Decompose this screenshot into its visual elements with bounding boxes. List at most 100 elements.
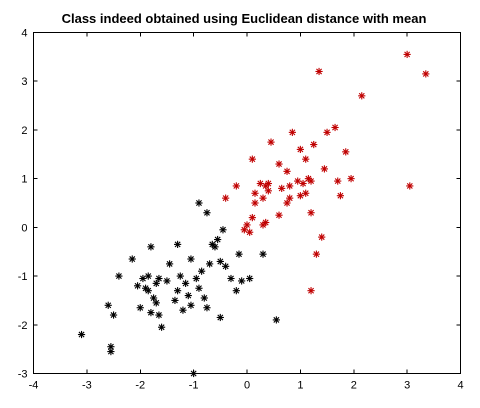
data-point bbox=[278, 184, 286, 192]
data-point bbox=[286, 182, 294, 190]
x-tick-label: 4 bbox=[457, 380, 463, 392]
series-1 bbox=[77, 199, 280, 378]
data-point bbox=[203, 209, 211, 217]
data-point bbox=[109, 311, 118, 319]
data-point bbox=[334, 177, 342, 185]
y-tick-label: -3 bbox=[18, 369, 28, 381]
data-point bbox=[272, 316, 280, 324]
data-point bbox=[203, 304, 211, 312]
data-point bbox=[195, 284, 203, 292]
data-point bbox=[171, 296, 179, 305]
data-point bbox=[182, 279, 190, 287]
data-point bbox=[179, 306, 187, 314]
data-point bbox=[198, 267, 206, 275]
data-point bbox=[422, 70, 430, 78]
data-point bbox=[195, 199, 203, 207]
plot-area-frame bbox=[33, 32, 461, 374]
data-point bbox=[147, 243, 155, 251]
data-point bbox=[307, 209, 315, 217]
data-point bbox=[158, 323, 166, 331]
data-point bbox=[139, 274, 147, 283]
data-point bbox=[312, 250, 320, 258]
data-point bbox=[315, 67, 323, 76]
data-point bbox=[107, 343, 115, 351]
data-point bbox=[248, 214, 256, 222]
data-point bbox=[166, 260, 174, 268]
data-point bbox=[358, 92, 366, 100]
data-point bbox=[219, 226, 227, 234]
y-axis: -3 -2 -1 0 1 2 3 4 bbox=[18, 28, 461, 381]
data-point bbox=[307, 287, 315, 295]
data-point bbox=[144, 287, 152, 295]
data-point bbox=[264, 187, 272, 195]
data-point bbox=[259, 194, 267, 202]
series-2 bbox=[222, 50, 430, 295]
x-tick-label: 0 bbox=[244, 380, 250, 392]
data-point bbox=[275, 160, 283, 168]
data-points bbox=[77, 50, 430, 378]
x-tick-label: 1 bbox=[297, 380, 303, 392]
data-point bbox=[323, 128, 331, 136]
data-point bbox=[211, 243, 219, 251]
data-point bbox=[310, 140, 318, 149]
data-point bbox=[302, 155, 310, 163]
data-point bbox=[152, 299, 160, 307]
y-tick-label: 1 bbox=[21, 174, 27, 186]
data-point bbox=[190, 369, 198, 378]
data-point bbox=[174, 287, 182, 295]
data-point bbox=[256, 179, 264, 188]
y-tick-label: 4 bbox=[21, 28, 27, 40]
data-point bbox=[214, 235, 222, 244]
data-point bbox=[133, 282, 142, 290]
data-point bbox=[187, 255, 195, 263]
data-point bbox=[238, 277, 246, 285]
data-point bbox=[104, 301, 112, 309]
data-point bbox=[262, 218, 270, 227]
data-point bbox=[296, 145, 304, 154]
x-tick-label: -1 bbox=[189, 380, 199, 392]
data-point bbox=[200, 294, 208, 302]
x-axis: -4 -3 -2 -1 0 1 2 3 4 bbox=[29, 32, 464, 392]
data-point bbox=[232, 287, 240, 295]
data-point bbox=[342, 148, 350, 156]
data-point bbox=[235, 250, 243, 258]
y-tick-label: 0 bbox=[21, 222, 27, 234]
data-point bbox=[115, 272, 123, 280]
data-point bbox=[294, 177, 302, 185]
data-point bbox=[246, 228, 254, 236]
data-point bbox=[347, 175, 355, 183]
data-point bbox=[299, 179, 307, 188]
data-point bbox=[184, 291, 192, 300]
data-point bbox=[264, 179, 272, 188]
data-point bbox=[163, 277, 171, 285]
data-point bbox=[227, 274, 235, 283]
data-point bbox=[331, 123, 339, 132]
data-point bbox=[206, 260, 214, 268]
data-point bbox=[296, 192, 304, 200]
data-point bbox=[216, 257, 224, 266]
data-point bbox=[246, 274, 254, 283]
data-point bbox=[240, 226, 248, 234]
data-point bbox=[302, 189, 310, 197]
x-tick-label: -3 bbox=[82, 380, 92, 392]
data-point bbox=[248, 155, 256, 163]
data-point bbox=[336, 192, 345, 200]
data-point bbox=[136, 304, 144, 312]
data-point bbox=[155, 274, 163, 283]
x-tick-label: -4 bbox=[29, 380, 39, 392]
data-point bbox=[216, 313, 224, 322]
data-point bbox=[243, 221, 251, 229]
data-point bbox=[222, 194, 230, 202]
data-point bbox=[320, 165, 328, 173]
chart-title: Class indeed obtained using Euclidean di… bbox=[62, 11, 427, 26]
y-tick-label: 2 bbox=[21, 125, 27, 137]
data-point bbox=[77, 330, 86, 339]
data-point bbox=[286, 194, 294, 202]
data-point bbox=[267, 138, 275, 146]
x-tick-label: 3 bbox=[404, 380, 410, 392]
data-point bbox=[144, 272, 152, 280]
data-point bbox=[192, 274, 200, 283]
data-point bbox=[174, 240, 182, 249]
data-point bbox=[251, 199, 259, 207]
data-point bbox=[187, 301, 195, 309]
